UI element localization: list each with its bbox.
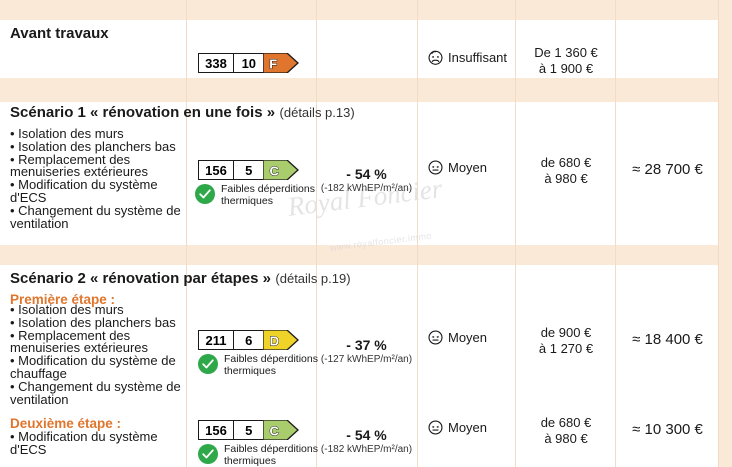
svg-text:F: F: [270, 56, 278, 71]
svg-text:C: C: [270, 423, 280, 438]
svg-text:C: C: [270, 163, 280, 178]
svg-text:D: D: [270, 333, 279, 348]
